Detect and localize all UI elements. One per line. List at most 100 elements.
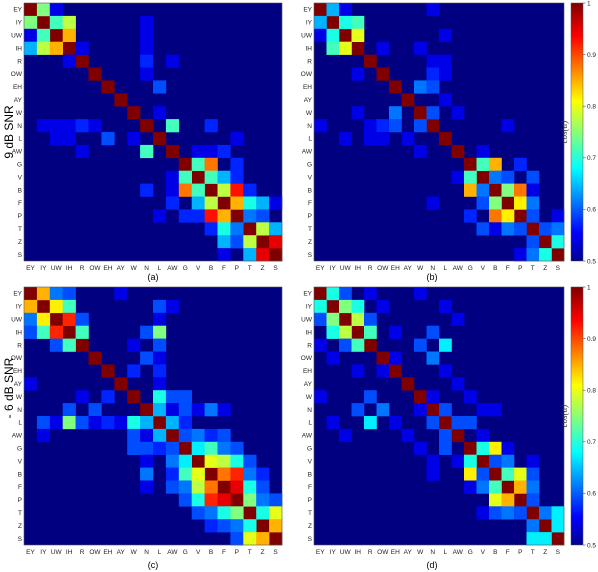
x-tick-label: R — [368, 549, 373, 556]
heatmap-cell — [140, 467, 154, 481]
heatmap-cell — [62, 287, 76, 301]
heatmap-cell — [514, 248, 527, 262]
heatmap-cell — [101, 416, 115, 430]
heatmap-cell — [269, 196, 283, 210]
heatmap-cell — [101, 390, 115, 404]
heatmap-cell — [489, 441, 502, 455]
heatmap-cell — [230, 170, 244, 184]
heatmap-cell — [476, 144, 490, 159]
heatmap-cell — [514, 196, 527, 210]
x-tick-label: AY — [117, 549, 126, 556]
heatmap-cell — [464, 183, 477, 197]
x-tick-label: W — [417, 265, 424, 272]
heatmap-cell — [426, 3, 440, 17]
x-tick-label: L — [443, 265, 447, 272]
heatmap-cell — [339, 3, 352, 17]
heatmap-cell — [376, 119, 390, 133]
colorbar-label: cos(α) — [559, 405, 569, 428]
x-tick-label: W — [417, 549, 424, 556]
heatmap-cell — [451, 312, 465, 326]
heatmap-cell — [501, 454, 515, 468]
heatmap-cell — [539, 248, 552, 262]
heatmap-cell — [178, 183, 192, 197]
x-tick-label: W — [131, 265, 138, 272]
heatmap-cell — [243, 209, 257, 223]
heatmap-cell — [243, 480, 257, 494]
y-tick-label: AW — [12, 433, 23, 440]
x-tick-label: Z — [543, 549, 547, 556]
x-tick-label: W — [131, 549, 138, 556]
heatmap-cell-diagonal — [489, 183, 502, 197]
y-tick-label: P — [308, 497, 312, 504]
heatmap-cell — [217, 519, 231, 533]
heatmap-cell-diagonal — [140, 403, 154, 417]
heatmap-cell — [314, 119, 327, 133]
x-tick-label: N — [144, 265, 149, 272]
heatmap-cell — [476, 506, 490, 520]
y-tick-label: W — [16, 394, 23, 401]
heatmap-cell — [191, 480, 205, 494]
heatmap-cell-diagonal — [191, 170, 205, 184]
y-tick-label: IY — [306, 20, 313, 27]
y-tick-label: V — [18, 174, 23, 181]
heatmap-cell — [351, 403, 365, 417]
heatmap-cell — [526, 454, 540, 468]
y-tick-label: T — [308, 510, 312, 517]
heatmap-cell — [62, 338, 76, 352]
heatmap-cell — [476, 428, 490, 443]
heatmap-cell — [501, 441, 515, 455]
heatmap-cell — [140, 416, 154, 430]
heatmap-cell — [464, 416, 477, 430]
x-tick-label: AW — [167, 549, 178, 556]
heatmap-cell — [476, 441, 490, 455]
heatmap-cell — [526, 480, 540, 494]
heatmap-cell — [256, 506, 270, 520]
heatmap-cell-diagonal — [49, 312, 63, 326]
heatmap-cell — [526, 467, 540, 481]
heatmap-cell — [140, 454, 154, 468]
heatmap-cell — [414, 144, 427, 159]
heatmap-cell — [204, 428, 218, 443]
x-tick-label: OW — [377, 265, 389, 272]
heatmap-cell — [351, 364, 365, 378]
heatmap-cell — [476, 157, 490, 171]
heatmap-cell-diagonal — [326, 299, 340, 314]
heatmap-cell — [243, 467, 257, 481]
y-tick-label: G — [17, 161, 22, 168]
x-tick-label: IH — [355, 549, 362, 556]
heatmap-cell-diagonal — [269, 532, 283, 546]
heatmap-cell — [439, 441, 452, 455]
x-tick-label: EH — [391, 265, 400, 272]
heatmap-cell — [269, 493, 283, 507]
heatmap-cell — [204, 222, 218, 236]
heatmap-cell — [269, 506, 283, 520]
heatmap-cell — [243, 519, 257, 533]
colorbar-bottom: 1 0.9 0.8 0.7 0.6 0.5 cos(α) — [559, 284, 596, 549]
colorbar-tick-label: 1 — [587, 284, 591, 291]
heatmap-cell — [243, 183, 257, 197]
heatmap-cell — [243, 248, 257, 262]
heatmap-cell — [204, 519, 218, 533]
heatmap-cell — [351, 28, 365, 42]
x-tick-label: L — [443, 549, 447, 556]
colorbar-tick-label: 0.7 — [587, 155, 596, 162]
heatmap-cell-diagonal — [401, 377, 415, 391]
heatmap-cell — [376, 132, 390, 146]
heatmap-cell — [230, 467, 244, 481]
heatmap-cell — [178, 403, 192, 417]
heatmap-cell — [401, 132, 415, 146]
heatmap-cell — [217, 493, 231, 507]
heatmap-cell — [191, 506, 205, 520]
y-tick-label: V — [18, 458, 23, 465]
y-tick-label: R — [307, 342, 312, 349]
heatmap-frame — [23, 2, 283, 262]
heatmap-cell — [140, 67, 154, 81]
heatmap-cell — [49, 338, 63, 352]
heatmap-cell — [526, 235, 540, 249]
y-tick-label: UW — [11, 32, 23, 39]
heatmap-cell — [501, 170, 515, 184]
heatmap-cell — [451, 106, 465, 120]
heatmap-cell — [49, 325, 63, 339]
